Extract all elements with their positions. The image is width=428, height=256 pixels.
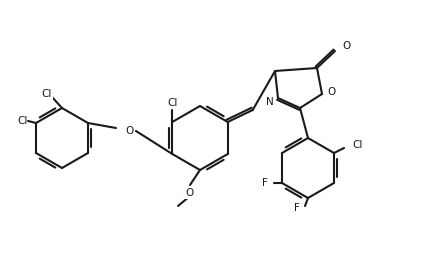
Text: F: F [294,203,300,213]
Text: O: O [186,188,194,198]
Text: Cl: Cl [42,89,52,99]
Text: O: O [342,41,350,51]
Text: O: O [327,87,335,97]
Text: F: F [262,178,268,188]
Text: N: N [266,97,274,107]
Text: Cl: Cl [352,140,363,150]
Text: Cl: Cl [18,116,28,126]
Text: Cl: Cl [167,98,178,108]
Text: O: O [126,126,134,136]
